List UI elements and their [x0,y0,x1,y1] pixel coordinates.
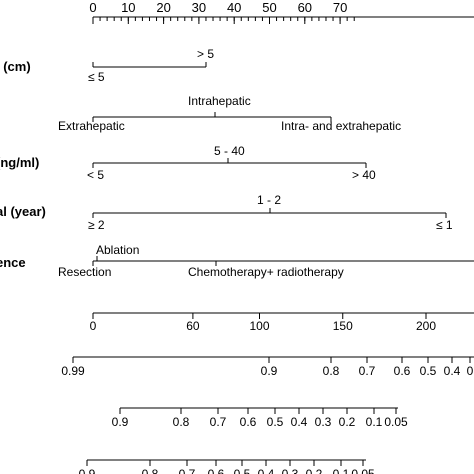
probability-tick-label: 0.4 [258,467,275,474]
probability-axis-3: 0.9 0.8 0.7 0.6 0.5 0.4 0.3 0.2 0.1 0.05 [79,459,375,474]
tumor-size-level-le5: ≤ 5 [88,70,105,84]
points-tick-label: 30 [192,0,206,15]
interval-level-mid: 1 - 2 [257,193,281,207]
probability-tick-label: 0.3 [282,467,299,474]
probability-tick-label: 0.2 [306,467,323,474]
probability-tick-label: 0.8 [142,467,159,474]
total-points-tick-label: 0 [90,319,97,333]
points-tick-label: 70 [333,0,347,15]
afp-level-mid: 5 - 40 [214,144,245,158]
treatment-label: ence [0,255,26,270]
location-level-intrahepatic: Intrahepatic [188,94,251,108]
location-level-intra-extra: Intra- and extrahepatic [281,119,401,133]
probability-tick-label: 0.1 [333,467,350,474]
location-row: Intrahepatic Extrahepatic Intra- and ext… [58,94,401,133]
tumor-size-row: l (cm) ≤ 5 > 5 [0,47,214,84]
probability-tick-label: 0.99 [61,364,85,378]
probability-tick-label: 0.4 [444,364,461,378]
interval-level-ge2: ≥ 2 [88,218,105,232]
probability-tick-label: 0.6 [394,364,411,378]
interval-row: al (year) 1 - 2 ≥ 2 ≤ 1 [0,193,453,232]
afp-level-low: < 5 [87,168,104,182]
total-points-tick-label: 100 [249,319,269,333]
probability-tick-label: 0.05 [384,415,408,429]
afp-row: (ng/ml) 5 - 40 < 5 > 40 [0,144,376,182]
probability-tick-label: 0.1 [366,415,383,429]
points-axis: 0 10 20 30 40 50 60 70 [89,0,474,24]
probability-tick-label: 0.4 [291,415,308,429]
afp-level-high: > 40 [352,168,376,182]
probability-tick-label: 0.2 [339,415,356,429]
tumor-size-label: l (cm) [0,59,31,74]
afp-label: (ng/ml) [0,155,39,170]
probability-tick-label: 0.7 [359,364,376,378]
probability-tick-label: 0.5 [234,467,251,474]
points-tick-label: 50 [262,0,276,15]
probability-tick-label: 0.7 [210,415,227,429]
probability-tick-label: 0.05 [351,467,375,474]
probability-tick-label: 0.3 [315,415,332,429]
total-points-tick-label: 150 [333,319,353,333]
probability-tick-label: 0.8 [173,415,190,429]
treatment-level-chemo: Chemotherapy+ radiotherapy [188,265,344,279]
probability-tick-label: 0.9 [79,467,96,474]
probability-tick-label: 0.8 [323,364,340,378]
probability-tick-label: 0.9 [261,364,278,378]
points-tick-label: 60 [298,0,312,15]
points-tick-label: 0 [89,0,96,15]
points-tick-label: 10 [121,0,135,15]
total-points-tick-label: 60 [186,319,200,333]
probability-tick-label: 0.5 [420,364,437,378]
probability-axis-2: 0.9 0.8 0.7 0.6 0.5 0.4 0.3 0.2 0.1 0.05 [112,407,408,429]
probability-tick-label: 0 [467,364,474,378]
tumor-size-level-gt5: > 5 [197,47,214,61]
probability-axis-1: 0.99 0.9 0.8 0.7 0.6 0.5 0.4 0 [61,356,474,378]
treatment-level-resection: Resection [58,265,111,279]
interval-label: al (year) [0,204,46,219]
total-points-axis: 0 60 100 150 200 [90,312,474,333]
points-tick-label: 40 [227,0,241,15]
probability-tick-label: 0.6 [240,415,257,429]
probability-tick-label: 0.5 [267,415,284,429]
probability-tick-label: 0.7 [179,467,196,474]
location-level-extrahepatic: Extrahepatic [58,119,125,133]
treatment-row: ence Ablation Resection Chemotherapy+ ra… [0,243,474,279]
points-tick-label: 20 [156,0,170,15]
interval-level-le1: ≤ 1 [436,218,453,232]
probability-tick-label: 0.6 [208,467,225,474]
total-points-tick-label: 200 [416,319,436,333]
treatment-level-ablation: Ablation [96,243,139,257]
probability-tick-label: 0.9 [112,415,129,429]
